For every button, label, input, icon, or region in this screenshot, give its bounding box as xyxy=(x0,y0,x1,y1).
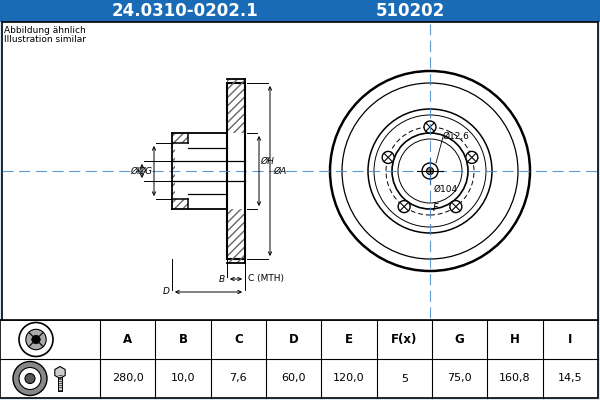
Circle shape xyxy=(382,152,394,164)
Bar xyxy=(227,83,245,259)
Bar xyxy=(0,0,600,22)
Text: F: F xyxy=(433,203,439,214)
Bar xyxy=(172,199,188,209)
Text: C: C xyxy=(234,333,243,346)
Text: 120,0: 120,0 xyxy=(333,374,365,384)
Text: C (MTH): C (MTH) xyxy=(248,274,284,284)
Circle shape xyxy=(427,168,433,174)
Bar xyxy=(227,83,245,133)
Text: 75,0: 75,0 xyxy=(448,374,472,384)
Text: ØH: ØH xyxy=(260,156,274,166)
Bar xyxy=(227,79,245,83)
Text: Ø12,6: Ø12,6 xyxy=(443,132,470,141)
Circle shape xyxy=(466,152,478,164)
Bar xyxy=(0,320,598,398)
Text: ØA: ØA xyxy=(273,166,286,176)
Bar xyxy=(227,259,245,263)
Text: D: D xyxy=(163,288,170,296)
Text: Abbildung ähnlich: Abbildung ähnlich xyxy=(4,26,86,35)
Bar xyxy=(2,22,598,320)
Circle shape xyxy=(13,362,47,396)
Text: I: I xyxy=(568,333,572,346)
Circle shape xyxy=(392,133,468,209)
Circle shape xyxy=(26,329,46,350)
Text: Illustration similar: Illustration similar xyxy=(4,35,86,44)
Text: 5: 5 xyxy=(401,374,408,384)
Text: 160,8: 160,8 xyxy=(499,374,531,384)
Text: ØG: ØG xyxy=(138,166,152,176)
Text: 60,0: 60,0 xyxy=(281,374,306,384)
Text: 10,0: 10,0 xyxy=(171,374,195,384)
Bar xyxy=(2,22,598,320)
Text: 510202: 510202 xyxy=(376,2,445,20)
Text: 7,6: 7,6 xyxy=(230,374,247,384)
Text: B: B xyxy=(219,274,225,284)
Text: Ø104: Ø104 xyxy=(434,184,458,194)
Bar xyxy=(227,209,245,259)
Circle shape xyxy=(19,322,53,356)
Bar xyxy=(172,133,188,143)
Circle shape xyxy=(368,109,492,233)
Polygon shape xyxy=(55,366,65,378)
Bar xyxy=(172,143,175,199)
Circle shape xyxy=(424,121,436,133)
Circle shape xyxy=(19,368,41,390)
Text: A: A xyxy=(123,333,132,346)
Text: B: B xyxy=(179,333,187,346)
Text: 280,0: 280,0 xyxy=(112,374,143,384)
Text: D: D xyxy=(289,333,299,346)
Text: G: G xyxy=(455,333,464,346)
Circle shape xyxy=(398,200,410,212)
Text: F(x): F(x) xyxy=(391,333,418,346)
Circle shape xyxy=(330,71,530,271)
Circle shape xyxy=(25,374,35,384)
Circle shape xyxy=(422,163,438,179)
Text: 24.0310-0202.1: 24.0310-0202.1 xyxy=(112,2,259,20)
Circle shape xyxy=(32,335,40,344)
Text: ØI: ØI xyxy=(130,166,140,176)
Text: H: H xyxy=(510,333,520,346)
Bar xyxy=(58,372,62,390)
Text: 14,5: 14,5 xyxy=(558,374,583,384)
Circle shape xyxy=(450,200,462,212)
Bar xyxy=(0,320,598,398)
Text: E: E xyxy=(345,333,353,346)
